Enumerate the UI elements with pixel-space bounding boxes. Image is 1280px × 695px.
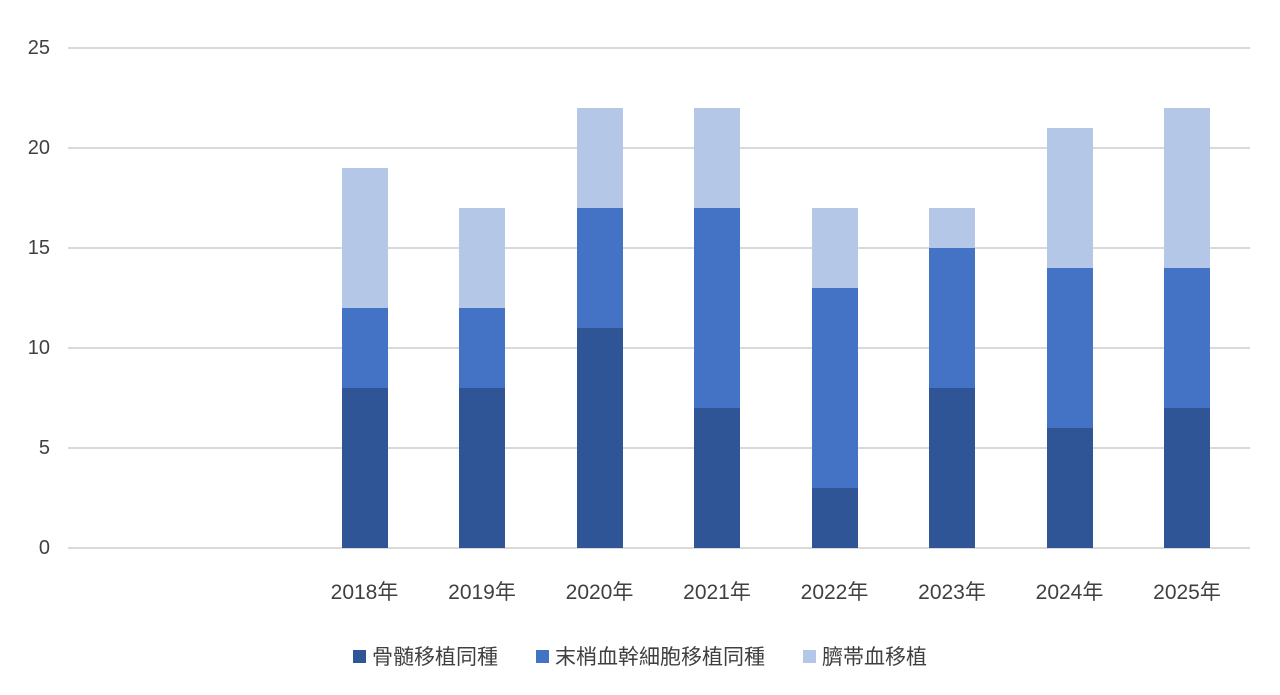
y-tick-label-10: 10 — [27, 337, 50, 359]
bar-2021年-series-1 — [694, 208, 740, 408]
bar-2024年-series-1 — [1046, 268, 1093, 428]
gridline-20 — [68, 147, 1250, 149]
bar-2022年-series-2 — [811, 208, 858, 288]
legend-swatch-icon — [803, 649, 816, 663]
bar-2019年-series-1 — [459, 308, 505, 388]
bar-2021年-series-0 — [694, 408, 740, 548]
bar-2025年-series-0 — [1164, 408, 1210, 548]
bar-2018年-series-0 — [341, 388, 388, 548]
y-tick-label-20: 20 — [27, 137, 50, 159]
plot-area — [68, 47, 1250, 549]
legend: 骨髄移植同種 末梢血幹細胞移植同種 臍帯血移植 — [0, 641, 1280, 671]
y-tick-label-15: 15 — [27, 237, 50, 259]
bar-2025年-series-1 — [1164, 268, 1210, 408]
legend-swatch-icon — [536, 649, 549, 663]
bar-2025年-series-2 — [1164, 108, 1210, 268]
gridline-15 — [68, 247, 1250, 249]
bar-2023年-series-2 — [929, 208, 975, 248]
y-tick-label-5: 5 — [38, 437, 50, 459]
x-tick-label-2019年: 2019年 — [448, 581, 516, 604]
x-tick-label-2021年: 2021年 — [683, 581, 751, 604]
x-tick-label-2022年: 2022年 — [800, 581, 869, 604]
x-tick-label-2023年: 2023年 — [918, 581, 986, 604]
bar-2020年-series-0 — [576, 328, 623, 548]
legend-item-0: 骨髄移植同種 — [353, 641, 498, 671]
gridline-5 — [68, 447, 1250, 449]
bar-2020年-series-1 — [576, 208, 623, 328]
gridline-0 — [68, 547, 1250, 549]
legend-label: 臍帯血移植 — [822, 646, 927, 669]
legend-item-2: 臍帯血移植 — [803, 641, 927, 671]
bar-2024年-series-0 — [1046, 428, 1093, 548]
bar-2018年-series-2 — [341, 168, 388, 308]
gridline-10 — [68, 347, 1250, 349]
bar-2023年-series-0 — [929, 388, 975, 548]
x-tick-label-2024年: 2024年 — [1035, 581, 1104, 604]
bar-2024年-series-2 — [1046, 128, 1093, 268]
bar-2022年-series-0 — [811, 488, 858, 548]
gridline-25 — [68, 47, 1250, 49]
y-tick-label-25: 25 — [27, 37, 50, 59]
bar-2018年-series-1 — [341, 308, 388, 388]
bar-2021年-series-2 — [694, 108, 740, 208]
bar-2019年-series-2 — [459, 208, 505, 308]
bar-2020年-series-2 — [576, 108, 623, 208]
bar-2022年-series-1 — [811, 288, 858, 488]
legend-item-1: 末梢血幹細胞移植同種 — [536, 641, 765, 671]
bar-2023年-series-1 — [929, 248, 975, 388]
legend-label: 骨髄移植同種 — [372, 646, 498, 669]
legend-swatch-icon — [353, 649, 366, 663]
x-tick-label-2025年: 2025年 — [1153, 581, 1221, 604]
x-tick-label-2020年: 2020年 — [565, 581, 634, 604]
bar-2019年-series-0 — [459, 388, 505, 548]
y-tick-label-0: 0 — [38, 537, 50, 559]
x-tick-label-2018年: 2018年 — [330, 581, 399, 604]
legend-label: 末梢血幹細胞移植同種 — [555, 646, 765, 669]
